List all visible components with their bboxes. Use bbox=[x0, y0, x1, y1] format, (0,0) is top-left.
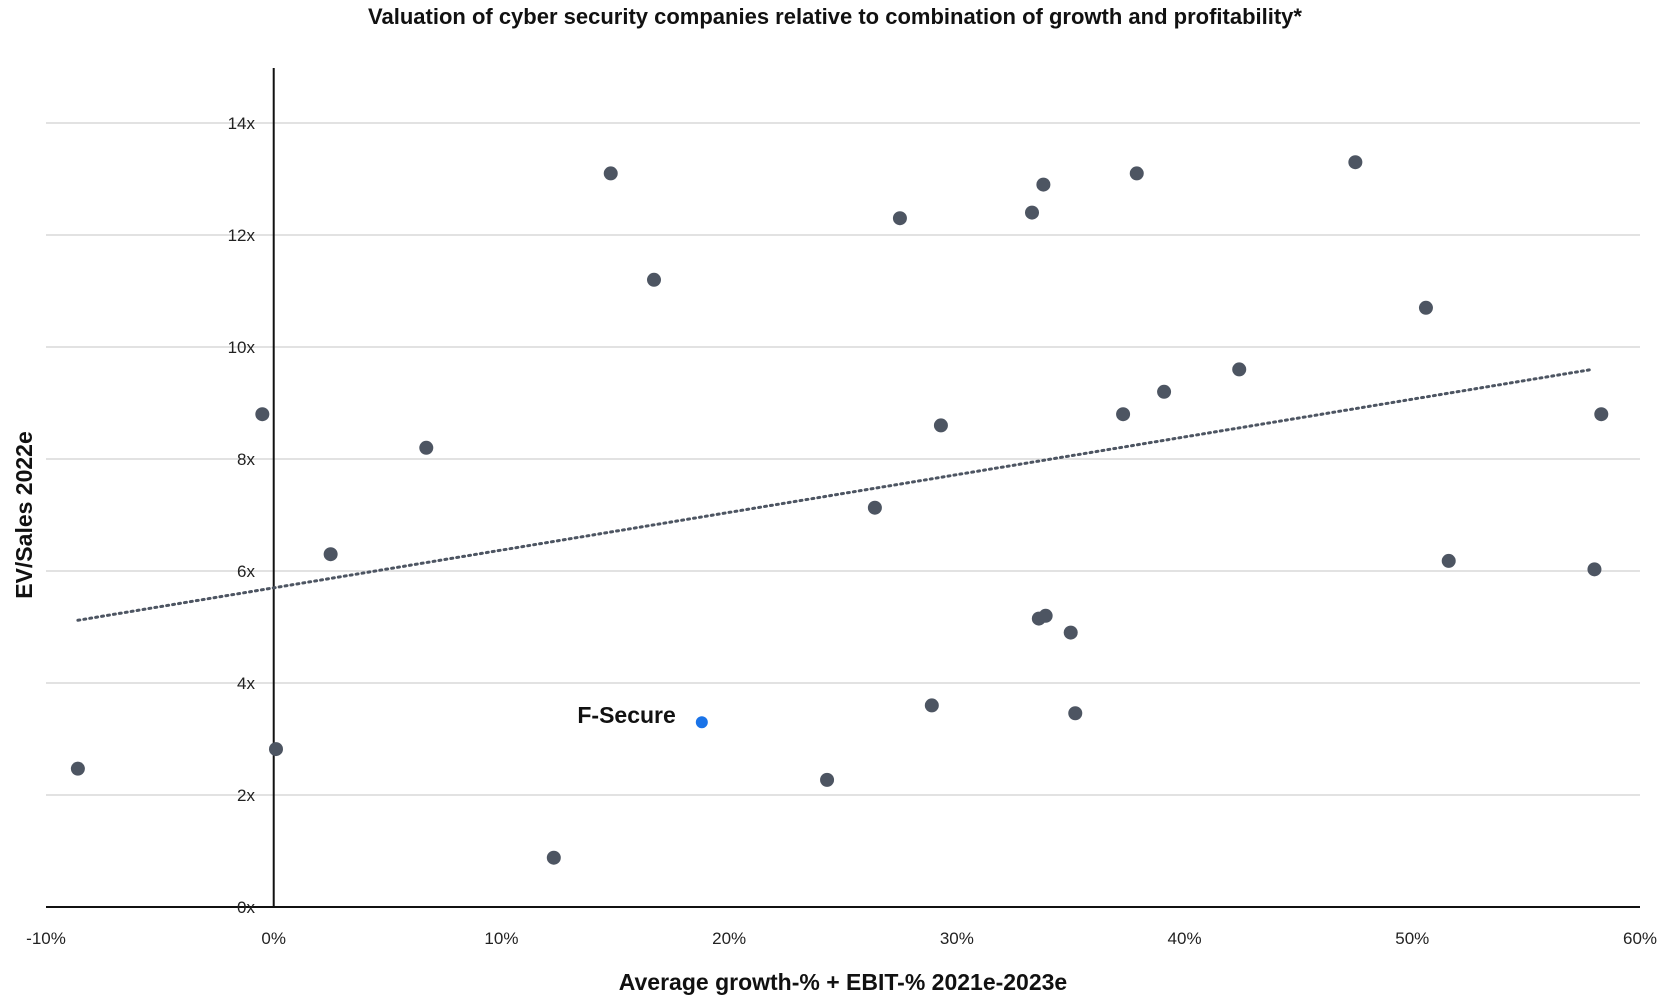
data-point bbox=[1441, 553, 1456, 568]
y-tick-label: 6x bbox=[237, 562, 255, 581]
data-point bbox=[1116, 407, 1131, 422]
data-point bbox=[892, 211, 907, 226]
data-point bbox=[1038, 608, 1053, 623]
data-point bbox=[70, 761, 85, 776]
x-tick-label: 40% bbox=[1168, 929, 1202, 948]
axes bbox=[46, 68, 1640, 908]
data-point bbox=[1594, 407, 1609, 422]
trendline-layer bbox=[76, 367, 1594, 622]
trendline bbox=[76, 367, 1594, 622]
y-tick-label: 10x bbox=[228, 338, 256, 357]
data-point bbox=[546, 850, 561, 865]
data-points bbox=[70, 155, 1609, 865]
highlight-point bbox=[695, 716, 708, 729]
x-tick-label: -10% bbox=[26, 929, 66, 948]
labels: 0x 2x 4x 6x 8x 10x 12x 14x -10% 0% 10% 20% 30% 40% 50%… bbox=[11, 114, 1657, 995]
data-point bbox=[1232, 362, 1247, 377]
data-point bbox=[646, 272, 661, 287]
x-tick-label: 20% bbox=[712, 929, 746, 948]
y-axis-title: EV/Sales 2022e bbox=[11, 431, 37, 599]
x-tick-label: 0% bbox=[261, 929, 286, 948]
x-axis-title: Average growth-% + EBIT-% 2021e-2023e bbox=[619, 969, 1067, 995]
data-point bbox=[1418, 300, 1433, 315]
data-point bbox=[1587, 562, 1602, 577]
data-point bbox=[924, 698, 939, 713]
chart-title: Valuation of cyber security companies re… bbox=[368, 4, 1302, 29]
data-point bbox=[419, 440, 434, 455]
data-point bbox=[1036, 177, 1051, 192]
y-tick-label: 0x bbox=[237, 898, 255, 917]
data-point bbox=[1157, 384, 1172, 399]
x-tick-label: 50% bbox=[1395, 929, 1429, 948]
data-point bbox=[1068, 706, 1083, 721]
x-tick-label: 10% bbox=[484, 929, 518, 948]
y-tick-label: 8x bbox=[237, 450, 255, 469]
gridlines bbox=[46, 122, 1640, 796]
data-point bbox=[1025, 205, 1040, 220]
y-tick-label: 4x bbox=[237, 674, 255, 693]
data-point bbox=[1063, 625, 1078, 640]
point-label: F-Secure bbox=[577, 702, 675, 728]
data-point bbox=[268, 742, 283, 757]
data-point bbox=[867, 500, 882, 515]
y-tick-label: 12x bbox=[228, 226, 256, 245]
data-point bbox=[1348, 155, 1363, 170]
x-tick-label: 60% bbox=[1623, 929, 1657, 948]
y-tick-label: 2x bbox=[237, 786, 255, 805]
data-point bbox=[323, 547, 338, 562]
data-point bbox=[933, 418, 948, 433]
y-tick-label: 14x bbox=[228, 114, 256, 133]
data-point bbox=[1129, 166, 1144, 181]
data-point bbox=[820, 772, 835, 787]
x-tick-label: 30% bbox=[940, 929, 974, 948]
data-point bbox=[255, 407, 270, 422]
data-point bbox=[603, 166, 618, 181]
